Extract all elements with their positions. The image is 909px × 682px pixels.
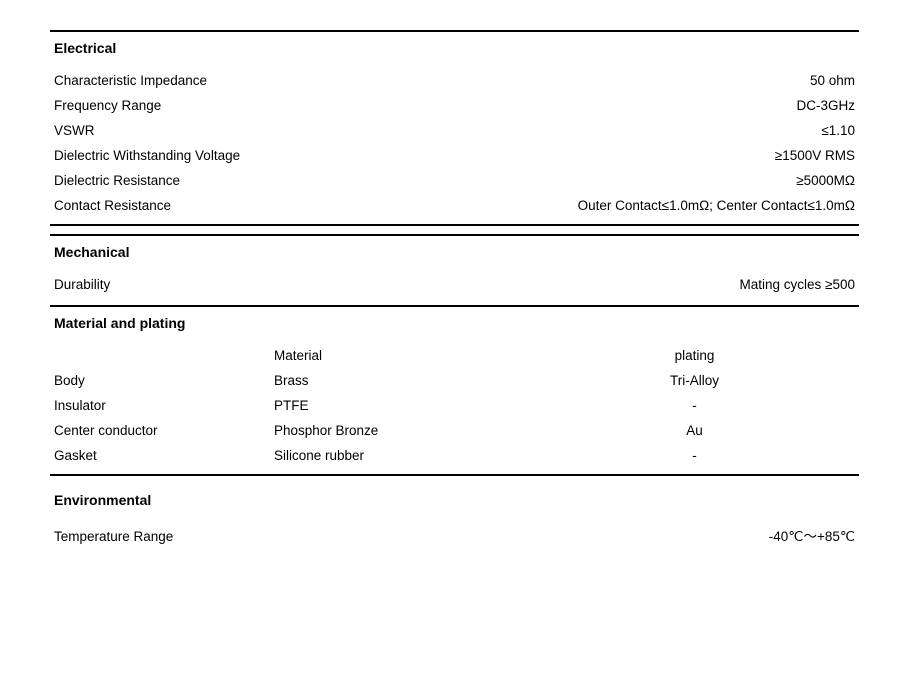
section-body-environmental: Temperature Range -40℃～+85℃ — [50, 516, 859, 550]
spec-row: Characteristic Impedance 50 ohm — [50, 68, 859, 93]
spec-value: DC-3GHz — [161, 98, 855, 113]
section-end-border — [50, 474, 859, 476]
section-header-material: Material and plating — [50, 305, 859, 339]
section-end-border — [50, 224, 859, 226]
material-name: Gasket — [54, 448, 274, 463]
spec-value: Mating cycles ≥500 — [110, 277, 855, 292]
spec-label: Durability — [54, 277, 110, 292]
section-header-electrical: Electrical — [50, 30, 859, 64]
material-row: Body Brass Tri-Alloy — [50, 368, 859, 393]
material-name: Insulator — [54, 398, 274, 413]
section-environmental: Environmental Temperature Range -40℃～+85… — [50, 484, 859, 550]
spec-value: ≥1500V RMS — [240, 148, 855, 163]
section-body-electrical: Characteristic Impedance 50 ohm Frequenc… — [50, 64, 859, 218]
spec-value: ≥5000MΩ — [180, 173, 855, 188]
section-body-material: Material plating Body Brass Tri-Alloy In… — [50, 339, 859, 468]
material-row: Center conductor Phosphor Bronze Au — [50, 418, 859, 443]
material-plating: - — [534, 448, 855, 463]
material-material: PTFE — [274, 398, 534, 413]
spec-label: Contact Resistance — [54, 198, 171, 213]
spec-label: Characteristic Impedance — [54, 73, 207, 88]
spec-row: Dielectric Resistance ≥5000MΩ — [50, 168, 859, 193]
spec-label: VSWR — [54, 123, 95, 138]
spec-row: Dielectric Withstanding Voltage ≥1500V R… — [50, 143, 859, 168]
spec-value: Outer Contact≤1.0mΩ; Center Contact≤1.0m… — [171, 198, 855, 213]
section-header-mechanical: Mechanical — [50, 234, 859, 268]
spec-label: Frequency Range — [54, 98, 161, 113]
spec-row: Temperature Range -40℃～+85℃ — [50, 520, 859, 550]
spec-row: VSWR ≤1.10 — [50, 118, 859, 143]
material-row: Gasket Silicone rubber - — [50, 443, 859, 468]
spec-label: Temperature Range — [54, 529, 173, 544]
spec-row: Frequency Range DC-3GHz — [50, 93, 859, 118]
spec-row: Contact Resistance Outer Contact≤1.0mΩ; … — [50, 193, 859, 218]
material-material: Brass — [274, 373, 534, 388]
material-name: Center conductor — [54, 423, 274, 438]
material-header-material: Material — [274, 348, 534, 363]
spec-label: Dielectric Resistance — [54, 173, 180, 188]
material-material: Phosphor Bronze — [274, 423, 534, 438]
material-row: Insulator PTFE - — [50, 393, 859, 418]
material-plating: - — [534, 398, 855, 413]
section-electrical: Electrical Characteristic Impedance 50 o… — [50, 30, 859, 226]
spec-value: ≤1.10 — [95, 123, 856, 138]
material-header-plating: plating — [534, 348, 855, 363]
material-plating: Tri-Alloy — [534, 373, 855, 388]
material-material: Silicone rubber — [274, 448, 534, 463]
spec-value: -40℃～+85℃ — [173, 525, 855, 545]
section-material: Material and plating Material plating Bo… — [50, 305, 859, 476]
spec-label: Dielectric Withstanding Voltage — [54, 148, 240, 163]
section-header-environmental: Environmental — [50, 484, 859, 516]
spec-value: 50 ohm — [207, 73, 855, 88]
material-header-name — [54, 348, 274, 363]
material-name: Body — [54, 373, 274, 388]
spec-row: Durability Mating cycles ≥500 — [50, 272, 859, 297]
material-header-row: Material plating — [50, 343, 859, 368]
section-mechanical: Mechanical Durability Mating cycles ≥500 — [50, 234, 859, 297]
material-plating: Au — [534, 423, 855, 438]
section-body-mechanical: Durability Mating cycles ≥500 — [50, 268, 859, 297]
